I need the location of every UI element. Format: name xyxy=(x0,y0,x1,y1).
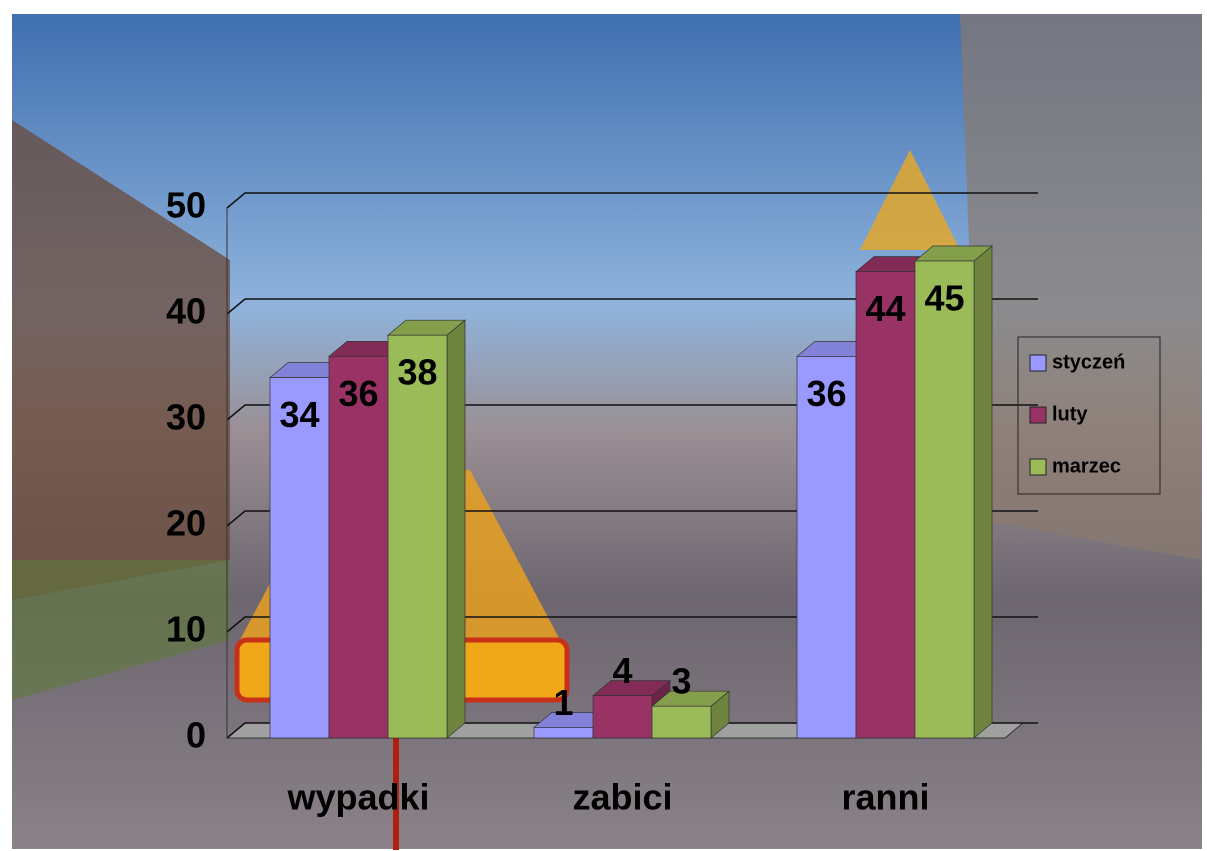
bar-front xyxy=(269,377,330,739)
value-label: 34 xyxy=(279,394,319,435)
legend: styczeń luty marzec xyxy=(1017,336,1161,495)
value-label: 38 xyxy=(397,352,437,393)
value-label: 36 xyxy=(338,373,378,414)
legend-swatch xyxy=(1029,406,1047,424)
bar-front xyxy=(533,727,594,739)
value-label: 4 xyxy=(612,650,632,691)
y-tick-label: 30 xyxy=(166,397,206,438)
bar-front xyxy=(592,695,653,739)
grid-line xyxy=(226,616,1038,633)
value-label: 1 xyxy=(553,682,573,723)
bar-side xyxy=(446,319,466,739)
bar-side xyxy=(973,245,993,739)
grid-line xyxy=(226,404,1038,421)
bar-front xyxy=(328,356,389,739)
value-label: 3 xyxy=(671,661,691,702)
grid-line xyxy=(226,510,1038,527)
bar xyxy=(651,690,730,739)
legend-label: styczeń xyxy=(1052,351,1125,373)
legend-label: marzec xyxy=(1052,455,1121,477)
bar xyxy=(914,245,993,739)
legend-label: luty xyxy=(1052,403,1088,425)
legend-swatch xyxy=(1029,458,1047,476)
y-tick-label: 0 xyxy=(186,715,206,756)
bar-front xyxy=(855,271,916,739)
value-label: 45 xyxy=(924,278,964,319)
y-tick-label: 40 xyxy=(166,291,206,332)
x-tick-label: ranni xyxy=(841,777,929,818)
y-tick-label: 20 xyxy=(166,503,206,544)
bar-front xyxy=(651,705,712,739)
grid-line xyxy=(226,192,1038,209)
y-tick-label: 50 xyxy=(166,185,206,226)
legend-swatch xyxy=(1029,354,1047,372)
grid-line xyxy=(226,722,1038,739)
bar xyxy=(387,319,466,739)
bar-front xyxy=(796,356,857,739)
bar-front xyxy=(387,334,448,739)
bar-front xyxy=(914,260,975,739)
value-label: 36 xyxy=(806,373,846,414)
y-tick-label: 10 xyxy=(166,609,206,650)
grid-line xyxy=(226,298,1038,315)
x-tick-label: zabici xyxy=(572,777,672,818)
x-tick-label: wypadki xyxy=(286,777,429,818)
value-label: 44 xyxy=(865,288,905,329)
